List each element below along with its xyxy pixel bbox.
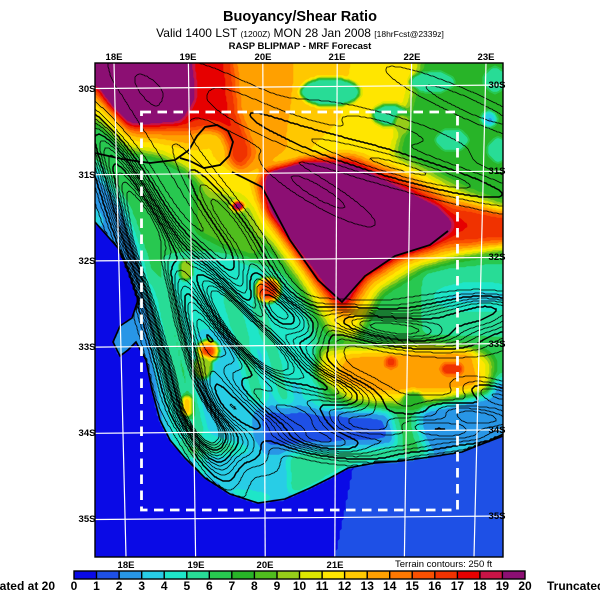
svg-text:32S: 32S [489, 252, 506, 263]
svg-text:Buoyancy/Shear Ratio: Buoyancy/Shear Ratio [223, 9, 377, 25]
svg-text:35S: 35S [79, 514, 96, 525]
svg-text:12: 12 [338, 579, 352, 593]
svg-text:Valid 1400 LST (1200Z) MON 28: Valid 1400 LST (1200Z) MON 28 Jan 2008 [… [156, 26, 444, 40]
svg-text:16: 16 [428, 579, 442, 593]
svg-text:10: 10 [293, 579, 307, 593]
svg-text:1: 1 [93, 579, 100, 593]
svg-text:7: 7 [228, 579, 235, 593]
svg-text:2: 2 [116, 579, 123, 593]
svg-text:18E: 18E [106, 52, 123, 63]
svg-text:23E: 23E [478, 52, 495, 63]
svg-text:30S: 30S [79, 84, 96, 95]
svg-text:20E: 20E [255, 52, 272, 63]
svg-text:18: 18 [473, 579, 487, 593]
svg-text:30S: 30S [489, 80, 506, 91]
svg-text:21E: 21E [329, 52, 346, 63]
svg-text:0: 0 [71, 579, 78, 593]
svg-text:Truncated at 20: Truncated at 20 [0, 579, 55, 593]
svg-text:13: 13 [361, 579, 375, 593]
svg-text:4: 4 [161, 579, 168, 593]
svg-text:5: 5 [183, 579, 190, 593]
svg-text:20: 20 [518, 579, 532, 593]
svg-text:32S: 32S [79, 256, 96, 267]
svg-text:6: 6 [206, 579, 213, 593]
svg-text:19: 19 [496, 579, 510, 593]
svg-text:34S: 34S [79, 428, 96, 439]
svg-text:8: 8 [251, 579, 258, 593]
svg-text:19E: 19E [180, 52, 197, 63]
svg-text:15: 15 [406, 579, 420, 593]
svg-text:31S: 31S [489, 166, 506, 177]
svg-text:20E: 20E [257, 560, 274, 571]
svg-text:35S: 35S [489, 511, 506, 522]
svg-text:Terrain contours: 250 ft: Terrain contours: 250 ft [395, 559, 493, 570]
svg-text:17: 17 [451, 579, 465, 593]
svg-text:14: 14 [383, 579, 397, 593]
svg-text:33S: 33S [489, 339, 506, 350]
svg-text:18E: 18E [118, 560, 135, 571]
svg-text:19E: 19E [188, 560, 205, 571]
svg-text:33S: 33S [79, 342, 96, 353]
svg-text:11: 11 [316, 579, 329, 593]
svg-text:22E: 22E [404, 52, 421, 63]
svg-text:Truncated at 20: Truncated at 20 [547, 579, 600, 593]
svg-text:9: 9 [274, 579, 281, 593]
svg-text:3: 3 [138, 579, 145, 593]
svg-text:34S: 34S [489, 425, 506, 436]
svg-text:31S: 31S [79, 170, 96, 181]
svg-text:21E: 21E [327, 560, 344, 571]
svg-text:RASP BLIPMAP - MRF Forecast: RASP BLIPMAP - MRF Forecast [229, 41, 373, 52]
